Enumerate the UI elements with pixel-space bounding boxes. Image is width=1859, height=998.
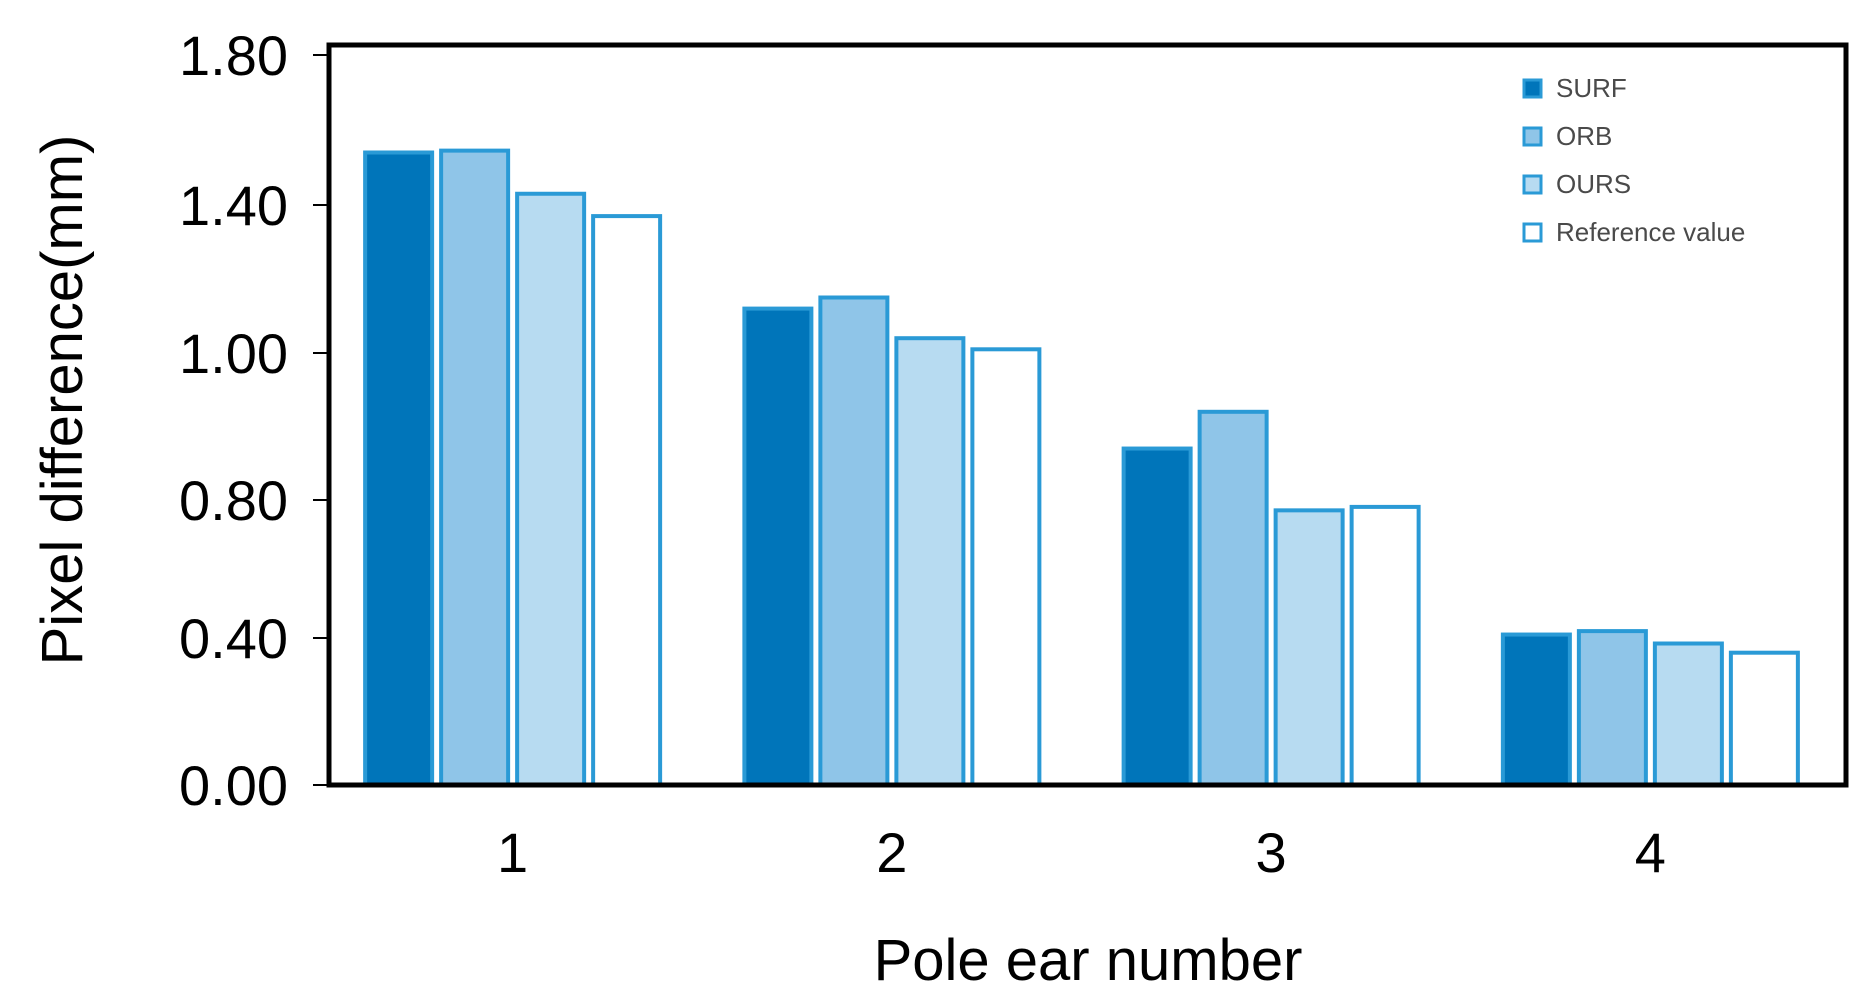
legend-swatch: [1522, 222, 1543, 243]
y-tick-label: 1.40: [179, 174, 288, 237]
legend: SURF ORB OURS Reference value: [1522, 73, 1745, 247]
x-axis: 1 2 3 4: [497, 821, 1666, 884]
bar-surf-1: [363, 150, 435, 787]
bar-surf-3: [1121, 446, 1193, 787]
bar-orb-2: [818, 295, 890, 787]
legend-swatch: [1522, 78, 1543, 99]
bar-ours-1: [515, 191, 587, 787]
plot-frame: [326, 42, 1849, 788]
bar-ours-4: [1652, 641, 1724, 788]
bar-ours-2: [894, 336, 966, 787]
bar-orb-3: [1197, 409, 1269, 787]
legend-label: Reference value: [1556, 217, 1745, 247]
bar-orb-1: [439, 148, 511, 787]
bar-reference-value-2: [970, 347, 1042, 787]
x-tick-label: 4: [1635, 821, 1666, 884]
legend-label: ORB: [1556, 121, 1612, 151]
bars-layer: [363, 148, 1800, 788]
y-tick-label: 0.80: [179, 469, 288, 532]
y-tick-label: 0.40: [179, 607, 288, 670]
legend-swatch: [1522, 126, 1543, 147]
legend-swatch: [1522, 174, 1543, 195]
bar-reference-value-1: [591, 214, 663, 788]
x-axis-title: Pole ear number: [874, 928, 1303, 993]
y-tick-label: 1.00: [179, 322, 288, 385]
bar-orb-4: [1576, 629, 1648, 787]
legend-label: OURS: [1556, 169, 1631, 199]
x-tick-label: 3: [1256, 821, 1287, 884]
y-axis: 0.00 0.40 0.80 1.00 1.40 1.80: [179, 24, 329, 817]
x-tick-label: 1: [497, 821, 528, 884]
y-tick-label: 1.80: [179, 24, 288, 87]
bar-surf-2: [742, 306, 814, 787]
y-tick-label: 0.00: [179, 754, 288, 817]
bar-surf-4: [1500, 632, 1572, 787]
bar-reference-value-3: [1349, 504, 1421, 787]
x-tick-label: 2: [876, 821, 907, 884]
y-axis-title: Pixel difference(mm): [30, 135, 95, 666]
bar-reference-value-4: [1728, 650, 1800, 788]
legend-label: SURF: [1556, 73, 1627, 103]
bar-ours-3: [1273, 508, 1345, 787]
